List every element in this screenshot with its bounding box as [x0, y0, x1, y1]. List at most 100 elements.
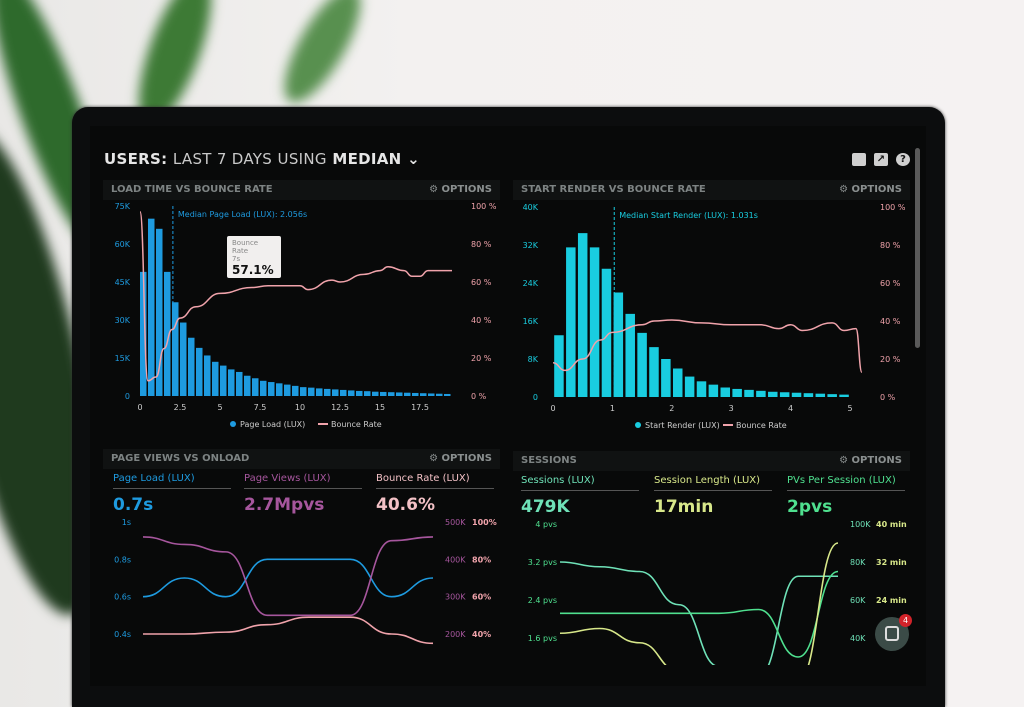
bar	[188, 337, 195, 396]
y2-tick-label: 40K	[850, 634, 866, 643]
y-tick-label: 40K	[523, 203, 539, 212]
bar	[212, 361, 219, 396]
notification-badge: 4	[899, 614, 912, 627]
monitor-icon[interactable]	[852, 153, 866, 166]
bar	[364, 391, 371, 396]
series-line	[142, 558, 434, 598]
y-tick-label: 0.6s	[114, 593, 131, 602]
bar	[768, 391, 778, 397]
bar	[308, 387, 315, 396]
legend-marker	[635, 422, 641, 428]
bar	[649, 347, 659, 397]
y2-tick-label: 80K	[850, 558, 866, 567]
bar	[228, 369, 235, 396]
bar	[276, 383, 283, 396]
series-line	[142, 536, 434, 617]
kpi-sessions: Sessions (LUX) 479K	[521, 475, 639, 517]
y2-tick-label: 100K	[850, 520, 871, 529]
bar	[220, 365, 227, 396]
x-tick-label: 12.5	[331, 403, 349, 412]
bar	[420, 393, 427, 396]
bar	[613, 292, 624, 397]
bar	[380, 391, 387, 396]
bar	[252, 378, 259, 396]
bar	[196, 347, 203, 396]
series-line	[559, 561, 838, 665]
x-tick-label: 0	[137, 403, 142, 412]
legend-label: Page Load (LUX)	[240, 420, 305, 429]
options-button[interactable]: ⚙ OPTIONS	[429, 184, 492, 195]
help-icon[interactable]: ?	[896, 153, 910, 166]
bar	[577, 233, 588, 397]
share-icon[interactable]: ↗	[874, 153, 888, 166]
bar	[625, 313, 635, 397]
y2-tick-label: 0 %	[880, 393, 896, 402]
bar	[156, 228, 163, 396]
bar	[436, 393, 443, 396]
y-tick-label: 75K	[115, 202, 131, 211]
options-button[interactable]: ⚙ OPTIONS	[839, 184, 902, 195]
bar	[332, 389, 339, 396]
y2-tick-label: 60 %	[471, 278, 492, 287]
y-tick-label: 15K	[115, 354, 131, 363]
bar	[566, 247, 576, 397]
chat-icon	[885, 626, 899, 641]
start-render-chart[interactable]: 0 8K 16K 24K 32K 40K 0 % 20 % 40 % 60 % 80 % 100 % 0…	[513, 198, 913, 438]
scrollbar[interactable]	[915, 148, 920, 348]
bar	[356, 390, 363, 396]
y2-tick-label: 100 %	[471, 202, 497, 211]
legend-label: Bounce Rate	[736, 421, 787, 430]
y-tick-label: 0	[125, 392, 130, 401]
bar	[340, 389, 347, 396]
page-views-chart[interactable]: 0.4s 0.6s 0.8s 1s 200K 300K 400K 500K 40% 60% 80% 1…	[103, 515, 503, 665]
panel-header-load: LOAD TIME VS BOUNCE RATE ⚙ OPTIONS	[103, 180, 500, 200]
x-tick-label: 4	[788, 404, 793, 413]
kpi-page-load: Page Load (LUX) 0.7s	[113, 473, 231, 515]
options-button[interactable]: ⚙ OPTIONS	[429, 453, 492, 464]
bar	[260, 380, 267, 396]
bar	[388, 392, 395, 396]
bar	[204, 355, 211, 396]
tooltip: Bounce Rate 7s 57.1%	[227, 236, 281, 278]
y-tick-label: 3.2 pvs	[528, 558, 557, 567]
load-time-chart[interactable]: 0 15K 30K 45K 60K 75K 0 % 20 % 40 % 60 % 80 % 100 %…	[103, 198, 503, 438]
bar	[236, 371, 243, 396]
bar	[661, 359, 671, 397]
kpi-pvs-per-session: PVs Per Session (LUX) 2pvs	[787, 475, 905, 517]
y2-tick-label: 20 %	[471, 354, 492, 363]
statistic: MEDIAN	[332, 150, 402, 168]
kpi-bounce-rate: Bounce Rate (LUX) 40.6%	[376, 473, 494, 515]
bar	[684, 376, 695, 397]
series-line	[559, 542, 839, 665]
bounce-rate-line	[552, 319, 863, 374]
bar	[589, 247, 600, 397]
bar	[148, 218, 155, 396]
y3-tick-label: 60%	[472, 593, 491, 602]
y-tick-label: 30K	[115, 316, 131, 325]
y-tick-label: 45K	[115, 278, 131, 287]
bar	[803, 393, 814, 397]
y2-tick-label: 40 %	[471, 316, 492, 325]
sessions-chart[interactable]: 1.6 pvs 2.4 pvs 3.2 pvs 4 pvs 40K 60K 80K 100K 2…	[513, 515, 913, 665]
y2-tick-label: 40 %	[880, 317, 901, 326]
y-tick-label: 32K	[523, 241, 539, 250]
y2-tick-label: 400K	[445, 555, 466, 564]
plant-leaf	[270, 0, 375, 113]
title-prefix: USERS:	[104, 150, 168, 168]
bar	[300, 387, 307, 396]
chevron-down-icon[interactable]: ⌄	[407, 150, 420, 168]
y3-tick-label: 100%	[472, 518, 497, 527]
tooltip-x: 7s	[232, 255, 241, 263]
y3-tick-label: 80%	[472, 555, 491, 564]
options-button[interactable]: ⚙ OPTIONS	[839, 455, 902, 466]
legend-marker	[230, 421, 236, 427]
bar	[779, 392, 790, 397]
bar	[180, 322, 187, 396]
y3-tick-label: 40%	[472, 630, 491, 639]
page-title[interactable]: USERS: LAST 7 DAYS USING MEDIAN ⌄	[104, 150, 420, 168]
bar	[372, 391, 379, 396]
panel-title: SESSIONS	[521, 455, 577, 466]
bar	[815, 393, 826, 397]
y2-tick-label: 60K	[850, 596, 866, 605]
y3-tick-label: 24 min	[876, 596, 907, 605]
